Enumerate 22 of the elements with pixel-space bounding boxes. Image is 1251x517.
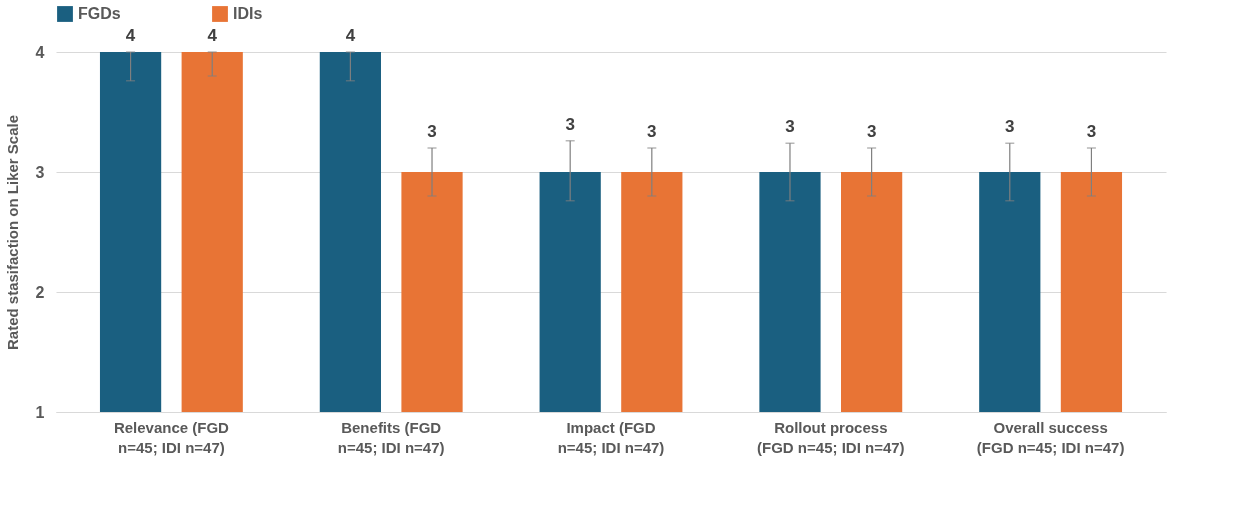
y-tick-label: 4: [35, 43, 45, 61]
data-label: 3: [1086, 122, 1097, 141]
y-tick-label: 2: [35, 283, 45, 301]
x-tick-label: Overall success (FGD n=45; IDI n=47): [976, 418, 1125, 456]
data-label: 3: [427, 122, 437, 141]
legend-label: IDIs: [233, 5, 263, 22]
x-tick-label: Impact (FGD n=45; IDI n=47): [557, 418, 665, 456]
y-tick-label: 3: [35, 163, 45, 181]
data-label: 4: [207, 26, 218, 45]
x-tick-label: Relevance (FGD n=45; IDI n=47): [113, 418, 230, 456]
data-label: 3: [785, 117, 795, 137]
data-label: 3: [565, 114, 575, 134]
data-label: 3: [866, 122, 877, 141]
y-tick-label: 1: [35, 403, 45, 421]
x-tick-label: Rollout process (FGD n=45; IDI n=47): [757, 418, 905, 456]
data-label: 3: [647, 122, 657, 141]
data-label: 3: [1005, 117, 1015, 137]
x-tick-label: Benefits (FGD n=45; IDI n=47): [337, 418, 445, 456]
legend-label: FGDs: [78, 5, 121, 22]
data-label: 4: [345, 26, 356, 45]
data-label: 4: [125, 26, 136, 45]
y-axis-title: Rated stasifaction on Liker Scale: [3, 114, 21, 351]
